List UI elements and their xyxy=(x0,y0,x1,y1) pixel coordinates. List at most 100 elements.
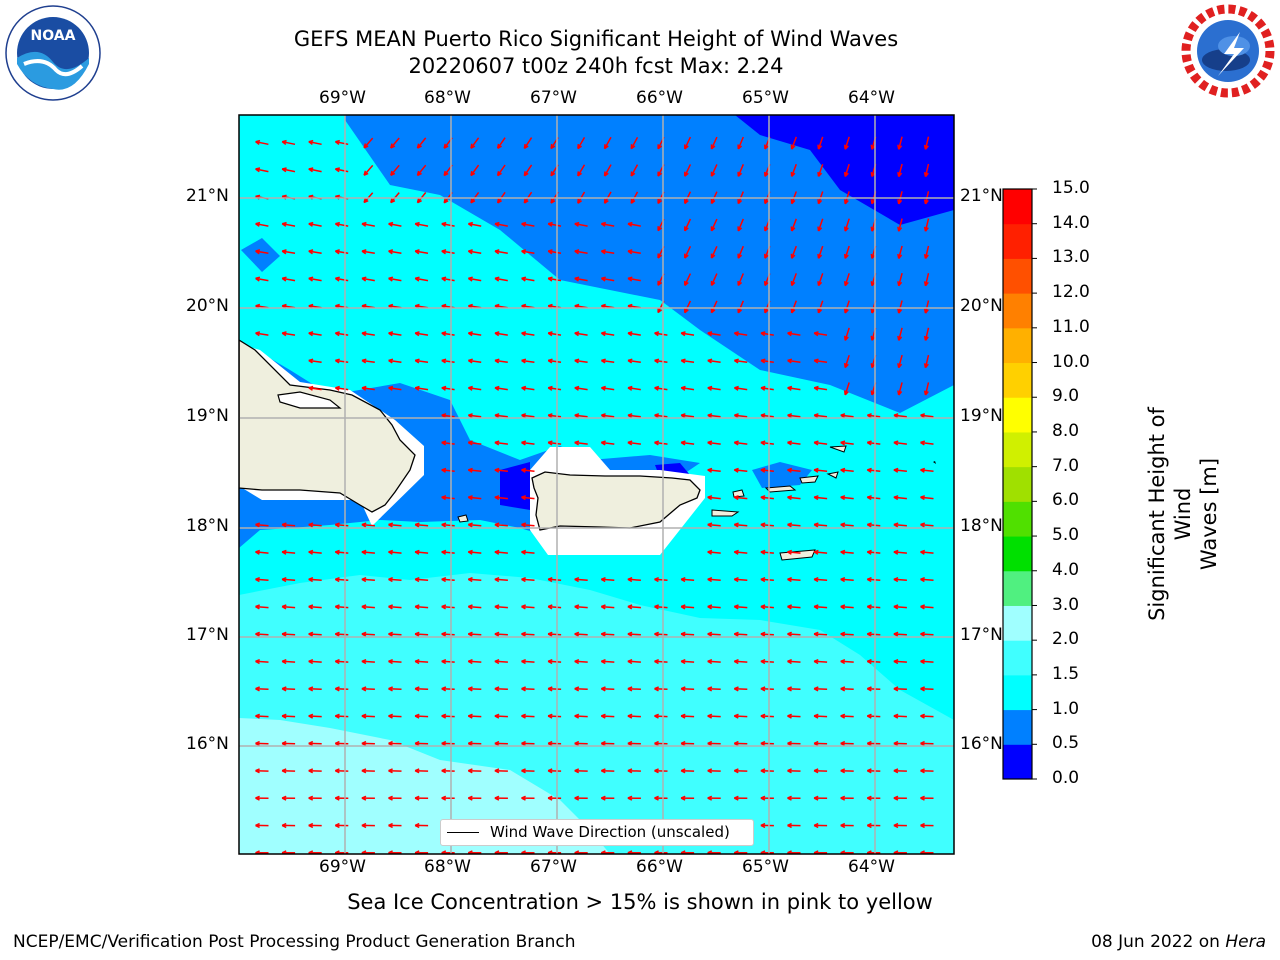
contour-0.5-1-north xyxy=(345,115,954,413)
direction-arrow xyxy=(707,660,721,663)
direction-arrow xyxy=(308,660,322,663)
direction-arrow xyxy=(521,414,535,418)
direction-arrow xyxy=(737,218,744,232)
direction-arrow xyxy=(654,441,668,445)
direction-arrow xyxy=(681,605,695,609)
direction-arrow xyxy=(308,387,322,391)
direction-arrow-head xyxy=(467,332,473,337)
direction-arrow-head xyxy=(281,551,287,555)
direction-arrow-head xyxy=(334,277,340,282)
direction-arrow-head xyxy=(388,387,393,391)
direction-arrow xyxy=(920,523,934,527)
direction-arrow-head xyxy=(684,254,689,259)
colorbar-swatch xyxy=(1003,327,1032,364)
direction-arrow xyxy=(494,277,508,282)
direction-arrow-head xyxy=(893,742,899,747)
direction-arrow-head xyxy=(737,254,743,259)
direction-arrow xyxy=(415,660,429,663)
direction-arrow xyxy=(521,250,535,255)
colorbar-tick-label: 6.0 xyxy=(1052,490,1080,511)
direction-arrow-head xyxy=(813,578,819,583)
direction-arrow-head xyxy=(787,742,792,747)
direction-arrow-head xyxy=(414,824,420,829)
direction-arrow xyxy=(521,359,535,364)
direction-arrow xyxy=(654,633,668,636)
direction-arrow xyxy=(308,168,322,173)
direction-arrow xyxy=(441,715,455,718)
direction-arrow-head xyxy=(840,551,845,555)
direction-arrow-head xyxy=(760,797,766,801)
direction-arrow-head xyxy=(334,359,340,364)
direction-arrow-head xyxy=(627,605,633,610)
direction-arrow-head xyxy=(441,469,446,473)
direction-arrow xyxy=(760,523,774,527)
direction-arrow-head xyxy=(470,172,476,177)
direction-arrow-head xyxy=(711,227,716,232)
direction-arrow xyxy=(468,605,482,609)
direction-arrow-head xyxy=(281,168,287,173)
direction-arrow xyxy=(494,332,508,336)
direction-arrow xyxy=(840,496,854,500)
direction-arrow xyxy=(681,332,695,336)
direction-arrow-head xyxy=(494,469,500,473)
direction-arrow-head xyxy=(898,199,903,205)
direction-arrow-head xyxy=(414,359,420,364)
direction-arrow xyxy=(308,633,322,636)
direction-arrow-head xyxy=(388,770,393,774)
lon-label-bottom: 65°W xyxy=(742,857,789,877)
direction-arrow-head xyxy=(494,551,500,555)
direction-arrow xyxy=(897,300,903,314)
direction-arrow xyxy=(654,332,668,336)
lat-label-right: 17°N xyxy=(960,625,1003,645)
direction-arrow-head xyxy=(521,223,526,227)
direction-arrow xyxy=(817,163,824,177)
direction-arrow-head xyxy=(281,660,287,665)
direction-arrow-head xyxy=(574,797,580,801)
direction-arrow xyxy=(920,633,934,636)
direction-arrow-head xyxy=(524,145,529,150)
direction-arrow xyxy=(844,163,850,177)
direction-arrow xyxy=(840,523,854,527)
direction-arrow xyxy=(840,605,854,609)
direction-arrow-head xyxy=(840,496,845,501)
colorbar-title-line: Waves [m] xyxy=(1197,457,1221,571)
direction-arrow xyxy=(574,387,588,391)
direction-arrow xyxy=(627,687,641,691)
direction-arrow xyxy=(814,496,828,500)
direction-arrow xyxy=(255,332,269,336)
direction-arrow-head xyxy=(574,359,579,364)
direction-arrow xyxy=(840,633,854,636)
colorbar-swatch xyxy=(1003,605,1032,641)
lat-label-left: 16°N xyxy=(186,734,229,754)
direction-arrow-head xyxy=(787,469,792,473)
direction-arrow-head xyxy=(893,578,899,583)
hispaniola-land xyxy=(239,339,416,513)
direction-arrow-head xyxy=(893,715,899,719)
direction-arrow-head xyxy=(840,523,845,528)
date-value: 08 Jun 2022 on xyxy=(1091,932,1220,952)
direction-arrow xyxy=(737,273,744,286)
direction-arrow-head xyxy=(388,605,393,610)
direction-arrow xyxy=(523,164,533,177)
direction-arrow-head xyxy=(893,523,899,528)
direction-arrow-head xyxy=(574,223,579,227)
direction-arrow xyxy=(335,222,349,227)
direction-arrow-head xyxy=(924,172,929,178)
direction-arrow xyxy=(654,660,668,663)
direction-arrow-head xyxy=(733,551,739,555)
direction-arrow-head xyxy=(657,172,663,177)
direction-arrow xyxy=(415,359,429,364)
direction-arrow xyxy=(494,387,508,391)
direction-arrow-head xyxy=(787,797,792,801)
direction-arrow xyxy=(282,332,296,336)
colorbar xyxy=(1002,188,1037,780)
direction-arrow-head xyxy=(924,363,929,369)
direction-arrow-head xyxy=(308,715,314,719)
direction-arrow-head xyxy=(813,332,819,337)
direction-arrow xyxy=(734,496,748,500)
direction-arrow xyxy=(734,633,748,636)
direction-arrow xyxy=(361,387,375,391)
direction-arrow-head xyxy=(707,797,713,801)
direction-arrow-head xyxy=(390,200,396,204)
direction-arrow-head xyxy=(497,172,502,177)
